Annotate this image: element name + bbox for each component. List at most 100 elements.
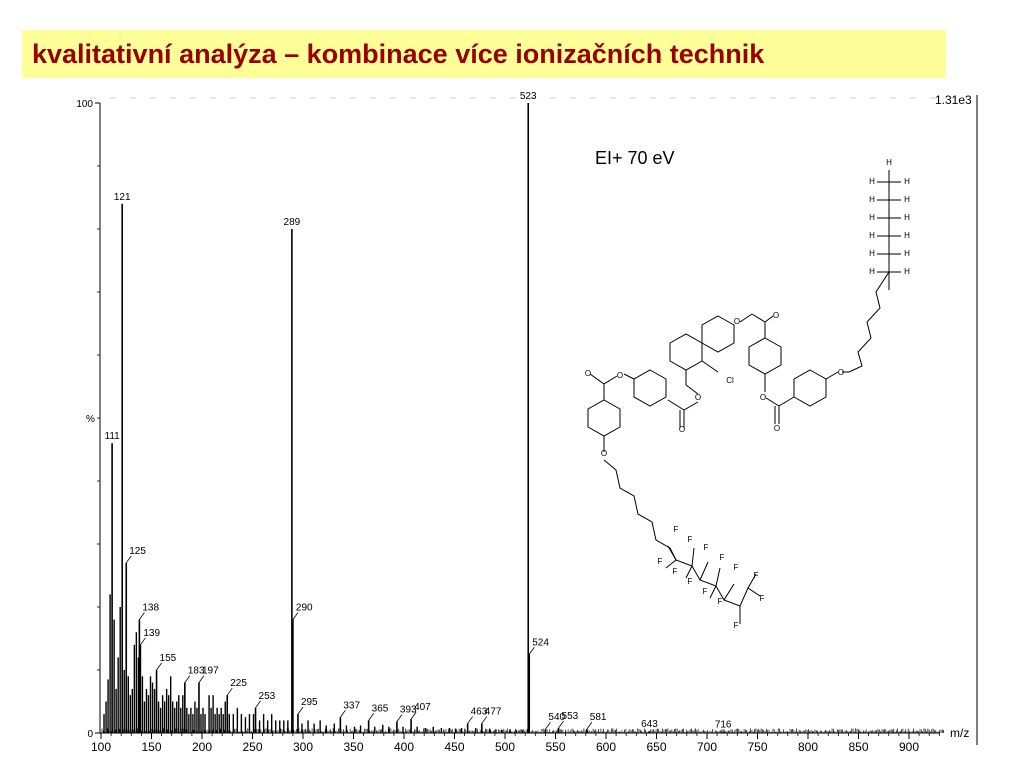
atom-label: F	[718, 597, 723, 606]
atom-label: O	[679, 425, 685, 434]
atom-label: H	[869, 195, 875, 204]
naphthalene-core	[669, 315, 735, 395]
atom-label: H	[886, 158, 892, 167]
atom-label: H	[904, 213, 910, 222]
peak-leader-line	[125, 555, 132, 564]
x-tick-label: 100	[91, 740, 111, 754]
x-tick-label: 700	[697, 740, 717, 754]
peak-label-365: 365	[372, 703, 389, 714]
peak-label-139: 139	[143, 628, 160, 639]
x-tick-label: 650	[646, 740, 666, 754]
x-tick-label: 800	[798, 740, 818, 754]
peak-leader-line	[368, 713, 374, 721]
atom-label: F	[674, 525, 679, 534]
max-intensity-label: 1.31e3	[935, 93, 972, 107]
peak-leader-line	[292, 612, 299, 620]
peak-label-121: 121	[114, 192, 131, 203]
molecule-structure	[587, 170, 901, 624]
peak-label-111: 111	[105, 431, 121, 442]
x-tick-label: 500	[495, 740, 515, 754]
x-tick-label: 300	[293, 740, 313, 754]
peak-leader-line	[226, 687, 233, 696]
atom-label: O	[774, 424, 780, 433]
benzene-ring-middle-right	[739, 313, 782, 392]
atom-label: H	[869, 213, 875, 222]
peak-leader-line	[586, 721, 593, 730]
x-tick-label: 250	[242, 740, 262, 754]
atom-label: F	[760, 594, 765, 603]
peak-leader-line	[156, 662, 162, 671]
x-tick-label: 600	[596, 740, 616, 754]
benzene-ring-right	[765, 369, 839, 424]
peak-label-407: 407	[414, 702, 431, 713]
x-tick-label: 900	[899, 740, 919, 754]
fluoro-chain	[603, 459, 761, 624]
atom-label: F	[703, 587, 708, 596]
peak-bars	[101, 103, 944, 733]
slide-title-bar: kvalitativní analýza – kombinace více io…	[22, 30, 946, 78]
peak-label-197: 197	[202, 666, 219, 677]
atom-label: O	[760, 393, 766, 402]
atom-label: Cl	[726, 376, 734, 385]
atom-label: H	[869, 267, 875, 276]
ester-links-left	[667, 399, 699, 428]
peak-leader-line	[340, 710, 346, 718]
x-tick-label: 150	[141, 740, 161, 754]
atom-label: O	[773, 311, 779, 320]
atom-label: O	[838, 368, 844, 377]
atom-label: H	[904, 195, 910, 204]
peak-leader-line	[467, 716, 473, 724]
peak-leader-line	[140, 637, 146, 646]
atom-label: O	[601, 449, 607, 458]
peak-label-290: 290	[296, 603, 313, 614]
peak-label-295: 295	[301, 697, 318, 708]
benzene-ring-left	[587, 399, 621, 452]
x-tick-label: 550	[545, 740, 565, 754]
x-tick-label: 350	[343, 740, 363, 754]
peak-leader-line	[558, 720, 564, 729]
atom-label: F	[734, 563, 739, 572]
atom-label: H	[904, 177, 910, 186]
peak-leader-line	[528, 647, 535, 655]
atom-label: O	[695, 393, 701, 402]
atom-label: H	[869, 177, 875, 186]
peak-leader-line	[297, 706, 304, 715]
peak-label-477: 477	[485, 707, 502, 718]
peak-label-643: 643	[641, 719, 658, 730]
atom-label: F	[754, 571, 759, 580]
atom-label: F	[673, 567, 678, 576]
atom-label: H	[869, 249, 875, 258]
atom-label: H	[904, 267, 910, 276]
peak-label-716: 716	[715, 720, 732, 731]
peak-label-289: 289	[284, 217, 301, 228]
peak-label-524: 524	[532, 637, 549, 648]
peak-leader-line	[139, 612, 145, 620]
peak-leader-line	[545, 721, 551, 730]
x-axis-label: m/z	[950, 726, 969, 740]
atom-label: H	[904, 249, 910, 258]
atom-label: H	[904, 231, 910, 240]
x-tick-label: 450	[444, 740, 464, 754]
peak-label-463: 463	[471, 707, 488, 718]
peak-label-225: 225	[230, 678, 247, 689]
peak-label-337: 337	[343, 700, 360, 711]
atom-label: O	[734, 317, 740, 326]
peak-label-553: 553	[562, 711, 579, 722]
peak-label-253: 253	[259, 691, 276, 702]
atom-label: O	[585, 369, 591, 378]
peak-leader-line	[396, 714, 403, 722]
peak-label-523: 523	[520, 91, 537, 102]
peak-leader-line	[255, 700, 261, 709]
x-tick-label: 750	[747, 740, 767, 754]
peak-leader-line	[481, 716, 488, 724]
peak-label-540: 540	[548, 712, 565, 723]
ionization-annotation: EI+ 70 eV	[595, 148, 675, 168]
atom-label: F	[720, 553, 725, 562]
peak-label-138: 138	[142, 603, 159, 614]
peak-leader-line	[184, 675, 191, 683]
peak-label-183: 183	[188, 666, 205, 677]
atom-label: F	[658, 557, 663, 566]
peak-leader-line	[198, 675, 205, 683]
